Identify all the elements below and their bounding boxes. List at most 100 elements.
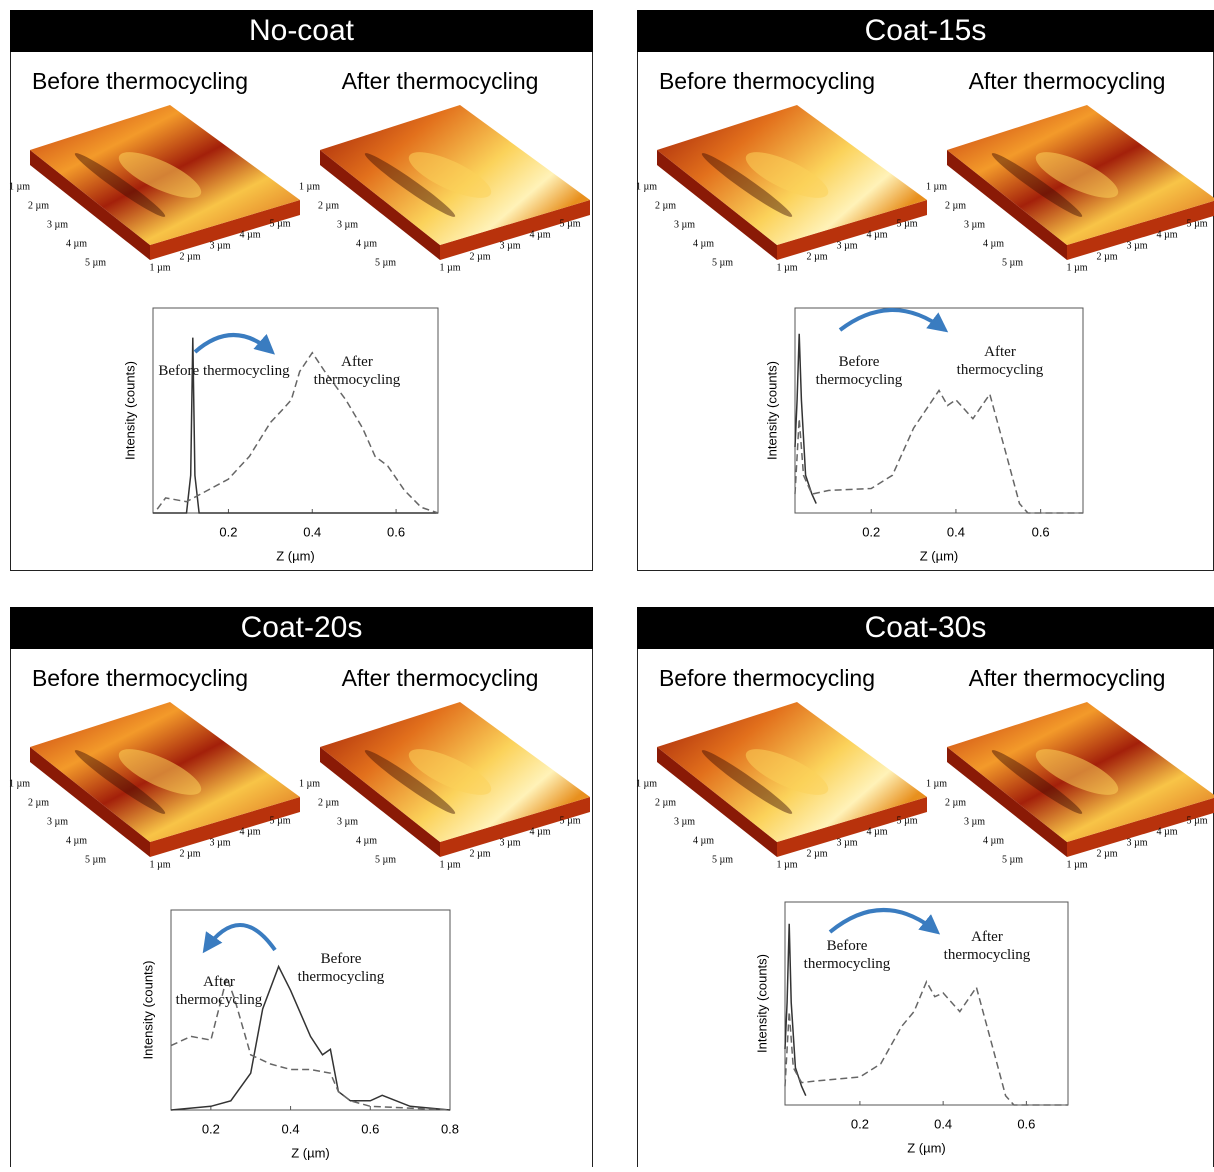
surface-axis-label: 2 µm [318,797,339,808]
x-tick-label: 0.6 [1017,1116,1035,1131]
surface-title: Before thermocycling [32,68,248,94]
series-annotation: Before thermocycling [139,362,309,402]
surface-axis-label: 4 µm [693,835,714,846]
surface-axis-label: 3 µm [337,219,358,230]
surface-axis-label: 2 µm [318,200,339,211]
y-axis-label: Intensity (counts) [140,961,155,1060]
series-annotation-text: Before thermocycling [792,937,902,973]
surface-axis-label: 5 µm [896,815,917,826]
x-tick-label: 0.4 [934,1116,952,1131]
surface-axis-label: 1 µm [1066,859,1087,870]
surface-axis-label: 4 µm [866,826,887,837]
surface-axis-label: 1 µm [149,262,170,273]
surface-axis-label: 1 µm [299,181,320,192]
surface-axis-label: 3 µm [499,837,520,848]
x-tick-label: 0.4 [303,524,321,539]
series-annotation: After thermocycling [164,973,274,1013]
surface-axis-label: 4 µm [356,238,377,249]
surface-title: After thermocycling [342,665,539,691]
surface-axis-label: 1 µm [776,262,797,273]
panel: Coat-20s Before thermocycling After thermo… [9,607,593,1167]
surface-axis-label: 4 µm [529,229,550,240]
surface-axis-label: 2 µm [806,848,827,859]
panel-title: Coat-20s [241,611,363,644]
panel: Coat-15s Before thermocycling After thermo… [636,10,1214,571]
surface-axis-label: 5 µm [85,257,106,268]
surface-axis-label: 3 µm [47,816,68,827]
y-axis-label: Intensity (counts) [764,361,779,460]
x-tick-label: 0.8 [441,1121,459,1136]
surface-axis-label: 2 µm [179,251,200,262]
surface-axis-label: 5 µm [1002,854,1023,865]
panel-title: Coat-30s [865,611,987,644]
surface-axis-label: 3 µm [674,816,695,827]
surface-axis-label: 5 µm [559,218,580,229]
panel-title: Coat-15s [865,14,987,47]
surface-axis-label: 5 µm [375,854,396,865]
surface-axis-label: 4 µm [1156,826,1177,837]
surface-axis-label: 2 µm [945,797,966,808]
series-annotation: After thermocycling [932,928,1042,968]
surface-axis-label: 3 µm [209,837,230,848]
series-annotation-text: After thermocycling [164,973,274,1009]
surface-axis-label: 2 µm [1096,251,1117,262]
surface-title: Before thermocycling [659,665,875,691]
surface-axis-label: 2 µm [806,251,827,262]
surface-axis-label: 2 µm [655,200,676,211]
surface-axis-label: 2 µm [945,200,966,211]
x-tick-label: 0.4 [947,524,965,539]
series-annotation: Before thermocycling [286,950,396,990]
surface-axis-label: 2 µm [655,797,676,808]
surface-axis-label: 1 µm [9,181,30,192]
surface-axis-label: 5 µm [1186,218,1207,229]
series-annotation: Before thermocycling [804,353,914,393]
x-axis-label: Z (µm) [907,1140,946,1155]
x-tick-label: 0.2 [851,1116,869,1131]
series-annotation-text: After thermocycling [302,353,412,389]
surface-axis-label: 3 µm [1126,837,1147,848]
panel-frame [638,11,1214,571]
x-tick-label: 0.6 [387,524,405,539]
surface-axis-label: 4 µm [356,835,377,846]
surface-axis-label: 4 µm [239,229,260,240]
page: No-coatBefore thermocyclingAfter thermoc… [0,0,1214,1167]
surface-axis-label: 1 µm [439,859,460,870]
surface-axis-label: 1 µm [636,778,657,789]
panel: Coat-30s Before thermocycling After thermo… [636,607,1214,1167]
surface-axis-label: 4 µm [983,238,1004,249]
surface-axis-label: 5 µm [712,854,733,865]
surface-axis-label: 3 µm [964,816,985,827]
y-axis-label: Intensity (counts) [754,954,769,1053]
x-axis-label: Z (µm) [276,548,315,563]
surface-axis-label: 3 µm [209,240,230,251]
surface-axis-label: 5 µm [559,815,580,826]
surface-axis-label: 4 µm [529,826,550,837]
surface-axis-label: 1 µm [636,181,657,192]
series-annotation-text: Before thermocycling [804,353,914,389]
y-axis-label: Intensity (counts) [122,361,137,460]
x-tick-label: 0.4 [282,1121,300,1136]
surface-axis-label: 5 µm [712,257,733,268]
surface-axis-label: 3 µm [674,219,695,230]
surface-axis-label: 4 µm [983,835,1004,846]
surface-axis-label: 3 µm [337,816,358,827]
surface-axis-label: 4 µm [66,238,87,249]
series-annotation: After thermocycling [302,353,412,393]
surface-axis-label: 3 µm [836,240,857,251]
surface-axis-label: 1 µm [926,778,947,789]
surface-axis-label: 4 µm [239,826,260,837]
surface-axis-label: 5 µm [1186,815,1207,826]
surface-axis-label: 4 µm [1156,229,1177,240]
panel-frame [11,608,593,1168]
series-annotation-text: Before thermocycling [139,362,309,380]
surface-title: Before thermocycling [32,665,248,691]
surface-axis-label: 4 µm [66,835,87,846]
surface-axis-label: 1 µm [439,262,460,273]
surface-axis-label: 1 µm [776,859,797,870]
surface-axis-label: 5 µm [85,854,106,865]
figure: No-coatBefore thermocyclingAfter thermoc… [0,0,1214,1167]
surface-axis-label: 4 µm [693,238,714,249]
series-annotation: After thermocycling [945,343,1055,383]
surface-axis-label: 2 µm [1096,848,1117,859]
